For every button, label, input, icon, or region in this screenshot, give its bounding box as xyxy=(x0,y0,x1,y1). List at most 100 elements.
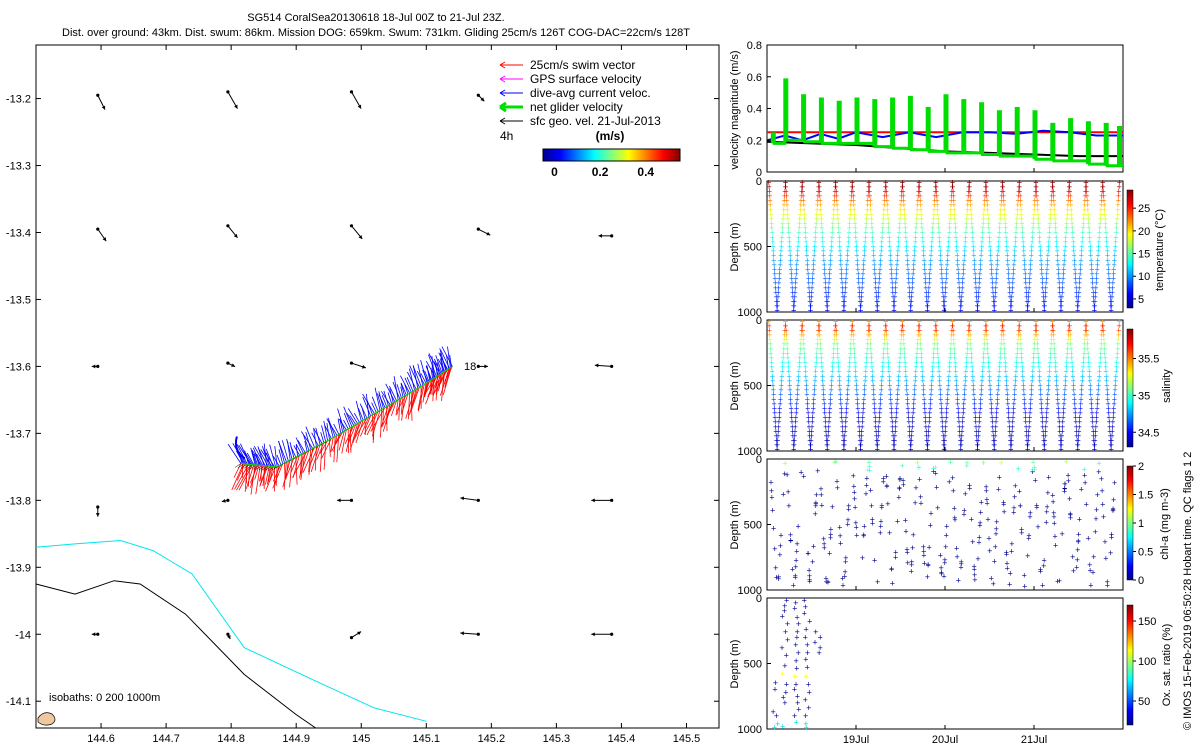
swim-vector xyxy=(250,464,258,484)
chla-point: + xyxy=(793,571,798,581)
chla-point: + xyxy=(1041,561,1046,571)
temperature-point: + xyxy=(792,292,797,302)
dac-vector xyxy=(440,349,450,369)
temperature-point: + xyxy=(828,255,833,265)
chla-point: + xyxy=(901,480,906,490)
swim-vector xyxy=(386,402,394,417)
chla-point: + xyxy=(1067,494,1072,504)
temperature-point: + xyxy=(853,237,858,247)
temperature-point: + xyxy=(913,237,918,247)
chla-point: + xyxy=(1034,501,1039,511)
oxygen-y-tick-label: 500 xyxy=(744,659,762,671)
oxygen-ylabel: Depth (m) xyxy=(729,640,741,689)
temperature-point: + xyxy=(894,260,899,270)
temperature-point: + xyxy=(830,228,835,238)
temperature-point: + xyxy=(842,301,847,311)
temperature-point: + xyxy=(879,246,884,256)
gps-vector xyxy=(237,463,245,468)
temperature-point: + xyxy=(839,274,844,284)
temperature-point: + xyxy=(882,200,887,210)
temperature-point: + xyxy=(897,223,902,233)
temperature-point: + xyxy=(802,219,807,229)
temperature-point: + xyxy=(786,232,791,242)
temperature-point: + xyxy=(841,306,846,316)
chla-point: + xyxy=(935,503,940,513)
chla-point: + xyxy=(1101,512,1106,522)
temperature-point: + xyxy=(900,187,905,197)
geo-vector-head xyxy=(357,631,362,636)
temperature-point: + xyxy=(770,237,775,247)
chla-point: + xyxy=(1052,519,1057,529)
chla-point: + xyxy=(1008,569,1013,579)
temperature-point: + xyxy=(866,187,871,197)
chla-point: + xyxy=(934,483,939,493)
geo-vector-head xyxy=(480,97,485,102)
temperature-point: + xyxy=(779,237,784,247)
swim-vector xyxy=(331,432,342,452)
temperature-point: + xyxy=(775,297,780,307)
oxygen-point: + xyxy=(804,723,809,733)
dac-vector xyxy=(258,448,269,467)
oxygen-y-axis: 0 500 1000 xyxy=(738,593,771,736)
temperature-point: + xyxy=(789,274,794,284)
temperature-point: + xyxy=(830,223,835,233)
dac-vector xyxy=(409,368,415,391)
temperature-point: + xyxy=(789,278,794,288)
temperature-point: + xyxy=(866,177,871,187)
swim-vector xyxy=(254,465,260,480)
velocity-panel: 0 0.2 0.4 0.6 0.8 velocity magnitude (m/s) xyxy=(729,40,1124,179)
dac-vector xyxy=(389,385,397,401)
salinity-colorbar-tick-label: 34.5 xyxy=(1138,427,1159,439)
temperature-point: + xyxy=(884,196,889,206)
temperature-point: + xyxy=(837,242,842,252)
salinity-point: + xyxy=(1025,445,1030,455)
geo-vector-origin xyxy=(349,224,354,228)
dac-vector xyxy=(313,427,323,444)
temperature-point: + xyxy=(842,297,847,307)
swim-vector xyxy=(272,463,284,489)
swim-vector xyxy=(299,450,310,477)
geo-vector-origin xyxy=(96,364,100,369)
oxygen-colorbar-label: Ox. sat. ratio (%) xyxy=(1161,624,1173,707)
temperature-point: + xyxy=(891,297,896,307)
temperature-point: + xyxy=(825,306,830,316)
temperature-point: + xyxy=(822,264,827,274)
temperature-point: + xyxy=(884,187,889,197)
temperature-point: + xyxy=(825,306,830,316)
temperature-point: + xyxy=(826,283,831,293)
temperature-point: + xyxy=(874,301,879,311)
swim-vector xyxy=(434,372,443,389)
temperature-point: + xyxy=(872,260,877,270)
temperature-point: + xyxy=(804,251,809,261)
salinity-point: + xyxy=(875,445,880,455)
chla-point: + xyxy=(788,530,793,540)
temperature-point: + xyxy=(771,251,776,261)
swim-vector xyxy=(423,380,431,396)
velocity-y-tick-label: 0 xyxy=(756,167,762,179)
map-y-tick-label: -13.3 xyxy=(6,161,31,173)
legend-dac-arrow-icon xyxy=(499,89,523,97)
dac-vector xyxy=(251,450,262,466)
oxygen-point: + xyxy=(818,632,823,642)
dac-vector xyxy=(246,452,255,465)
temperature-point: + xyxy=(891,301,896,311)
temperature-point: + xyxy=(881,205,886,215)
chla-point: + xyxy=(985,514,990,524)
chla-point: + xyxy=(807,575,812,585)
temperature-point: + xyxy=(853,228,858,238)
temperature-point: + xyxy=(879,237,884,247)
temperature-point: + xyxy=(862,242,867,252)
swim-vector xyxy=(411,387,420,411)
temperature-colorbar-tick-label: 10 xyxy=(1138,271,1150,283)
temperature-point: + xyxy=(893,283,898,293)
temperature-colorbar-tick-label: 15 xyxy=(1138,249,1150,261)
temperature-point: + xyxy=(849,187,854,197)
salinity-colorbar-ticks: 34.5 35 35.5 xyxy=(1133,354,1159,439)
temperature-point: + xyxy=(814,219,819,229)
temperature-point: + xyxy=(835,214,840,224)
chla-point: + xyxy=(867,466,872,476)
temperature-point: + xyxy=(797,219,802,229)
swim-vector xyxy=(395,399,399,416)
geo-vector-origin xyxy=(226,498,230,502)
